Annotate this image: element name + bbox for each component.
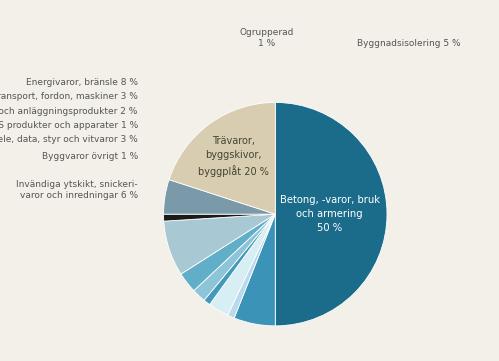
Text: VVS produkter och apparater 1 %: VVS produkter och apparater 1 %	[0, 121, 138, 130]
Wedge shape	[210, 214, 275, 315]
Wedge shape	[204, 214, 275, 305]
Text: Invändiga ytskikt, snickeri-
varor och inredningar 6 %: Invändiga ytskikt, snickeri- varor och i…	[16, 179, 138, 200]
Wedge shape	[164, 214, 275, 274]
Text: El, tele, data, styr och vitvaror 3 %: El, tele, data, styr och vitvaror 3 %	[0, 135, 138, 144]
Wedge shape	[181, 214, 275, 291]
Text: Trävaror,
byggskivor,
byggplåt 20 %: Trävaror, byggskivor, byggplåt 20 %	[198, 136, 268, 177]
Wedge shape	[234, 214, 275, 326]
Text: Byggnadsisolering 5 %: Byggnadsisolering 5 %	[357, 39, 461, 48]
Wedge shape	[228, 214, 275, 318]
Wedge shape	[275, 103, 387, 326]
Wedge shape	[169, 103, 275, 214]
Wedge shape	[164, 180, 275, 214]
Text: Betong, -varor, bruk
och armering
50 %: Betong, -varor, bruk och armering 50 %	[280, 195, 380, 233]
Text: Transport, fordon, maskiner 3 %: Transport, fordon, maskiner 3 %	[0, 92, 138, 101]
Wedge shape	[164, 214, 275, 221]
Text: Energivaror, bränsle 8 %: Energivaror, bränsle 8 %	[26, 78, 138, 87]
Text: Mark- och anläggningsprodukter 2 %: Mark- och anläggningsprodukter 2 %	[0, 106, 138, 116]
Text: Ogrupperad
1 %: Ogrupperad 1 %	[240, 28, 294, 48]
Text: Byggvaror övrigt 1 %: Byggvaror övrigt 1 %	[41, 152, 138, 161]
Wedge shape	[194, 214, 275, 300]
